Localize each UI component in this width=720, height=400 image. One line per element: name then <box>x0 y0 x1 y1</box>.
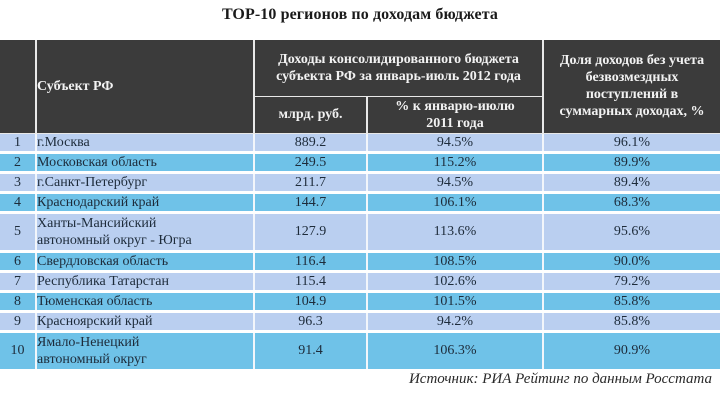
share-cell: 85.8% <box>542 309 720 331</box>
revenue-bln-cell: 91.4 <box>253 329 367 369</box>
revenue-pct-cell: 106.1% <box>366 190 543 212</box>
revenue-pct-cell: 101.5% <box>366 289 543 311</box>
share-cell: 96.1% <box>542 132 720 152</box>
share-cell: 90.0% <box>542 249 720 271</box>
rank-cell: 5 <box>0 210 36 251</box>
rank-cell: 8 <box>0 289 36 311</box>
table-row: 6 Свердловская область 116.4 108.5% 90.0% <box>0 249 720 271</box>
revenue-pct-cell: 115.2% <box>366 150 543 172</box>
revenue-pct-cell: 113.6% <box>366 210 543 251</box>
revenue-bln-cell: 144.7 <box>253 190 367 212</box>
revenue-bln-cell: 96.3 <box>253 309 367 331</box>
revenue-table: Субъект РФ Доходы консолидированного бюд… <box>0 40 720 369</box>
revenue-bln-header: млрд. руб. <box>253 96 367 134</box>
table-row: 9 Красноярский край 96.3 94.2% 85.8% <box>0 309 720 331</box>
revenue-pct-cell: 94.2% <box>366 309 543 331</box>
revenue-bln-cell: 116.4 <box>253 249 367 271</box>
revenue-bln-cell: 115.4 <box>253 269 367 291</box>
table-row: 1 г.Москва 889.2 94.5% 96.1% <box>0 132 720 152</box>
revenue-group-header: Доходы консолидированного бюджета субъек… <box>253 40 543 97</box>
subject-cell: Красноярский край <box>35 309 254 331</box>
share-cell: 85.8% <box>542 289 720 311</box>
rank-cell: 6 <box>0 249 36 271</box>
rank-cell: 7 <box>0 269 36 291</box>
subject-cell: Тюменская область <box>35 289 254 311</box>
rank-cell: 3 <box>0 170 36 192</box>
revenue-pct-cell: 94.5% <box>366 132 543 152</box>
revenue-pct-cell: 102.6% <box>366 269 543 291</box>
subject-cell: Московская область <box>35 150 254 172</box>
revenue-bln-cell: 127.9 <box>253 210 367 251</box>
subject-cell: г.Москва <box>35 132 254 152</box>
share-cell: 79.2% <box>542 269 720 291</box>
subject-cell: Свердловская область <box>35 249 254 271</box>
revenue-bln-cell: 211.7 <box>253 170 367 192</box>
table-title: TOP-10 регионов по доходам бюджета <box>221 6 499 23</box>
source-note: Источник: РИА Рейтинг по данным Росстата <box>408 371 712 387</box>
subject-cell: Ханты-Мансийский автономный округ - Югра <box>35 210 254 251</box>
table-row: 7 Республика Татарстан 115.4 102.6% 79.2% <box>0 269 720 291</box>
subject-header: Субъект РФ <box>35 40 254 134</box>
rank-cell: 9 <box>0 309 36 331</box>
table-row: 10 Ямало-Ненецкий автономный округ 91.4 106… <box>0 329 720 369</box>
revenue-pct-cell: 108.5% <box>366 249 543 271</box>
rank-cell: 10 <box>0 329 36 369</box>
share-cell: 68.3% <box>542 190 720 212</box>
subject-cell: г.Санкт-Петербург <box>35 170 254 192</box>
rank-cell: 2 <box>0 150 36 172</box>
share-cell: 89.4% <box>542 170 720 192</box>
rank-cell: 1 <box>0 132 36 152</box>
subject-cell: Республика Татарстан <box>35 269 254 291</box>
table-row: 2 Московская область 249.5 115.2% 89.9% <box>0 150 720 172</box>
share-header: Доля доходов без учета безвозмездных пос… <box>542 40 720 134</box>
share-cell: 95.6% <box>542 210 720 251</box>
table-row: 4 Краснодарский край 144.7 106.1% 68.3% <box>0 190 720 212</box>
revenue-pct-cell: 106.3% <box>366 329 543 369</box>
table-row: 3 г.Санкт-Петербург 211.7 94.5% 89.4% <box>0 170 720 192</box>
revenue-bln-cell: 104.9 <box>253 289 367 311</box>
rank-cell: 4 <box>0 190 36 212</box>
subject-cell: Ямало-Ненецкий автономный округ <box>35 329 254 369</box>
revenue-pct-cell: 94.5% <box>366 170 543 192</box>
revenue-bln-cell: 889.2 <box>253 132 367 152</box>
revenue-bln-cell: 249.5 <box>253 150 367 172</box>
rank-header <box>0 40 36 134</box>
share-cell: 90.9% <box>542 329 720 369</box>
revenue-pct-header: % к январю-июлю 2011 года <box>366 96 543 134</box>
share-cell: 89.9% <box>542 150 720 172</box>
table-row: 5 Ханты-Мансийский автономный округ - Югр… <box>0 210 720 251</box>
table-row: 8 Тюменская область 104.9 101.5% 85.8% <box>0 289 720 311</box>
subject-cell: Краснодарский край <box>35 190 254 212</box>
